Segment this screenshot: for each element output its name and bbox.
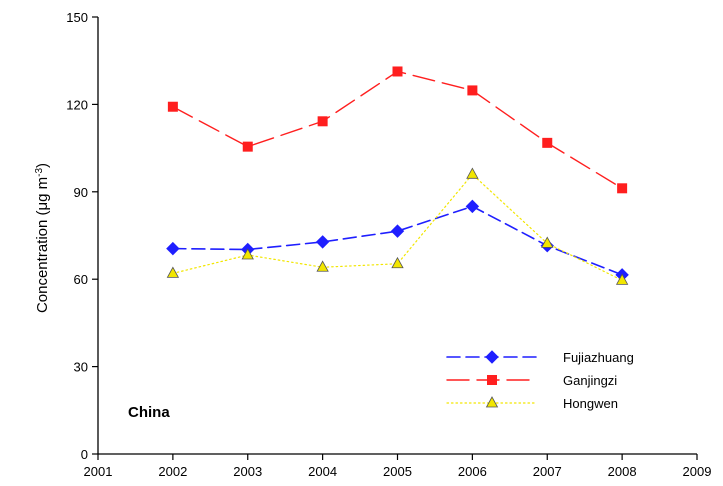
- x-tick-label: 2007: [533, 464, 562, 479]
- x-tick-label: 2005: [383, 464, 412, 479]
- data-point-fujiazhuang: [465, 199, 480, 214]
- data-point-hongwen: [466, 167, 479, 179]
- legend-marker-fujiazhuang: [485, 350, 499, 364]
- y-tick-label: 90: [74, 185, 88, 200]
- annotation-label: China: [128, 404, 170, 421]
- data-point-ganjingzi: [542, 137, 553, 148]
- series-layer: [166, 66, 629, 285]
- data-point-ganjingzi: [242, 141, 253, 152]
- data-point-hongwen: [166, 266, 180, 278]
- y-axis-label: Concentration (μg m-3): [34, 163, 52, 313]
- series-hongwen: [166, 167, 629, 285]
- series-ganjingzi: [167, 66, 628, 194]
- legend-label-fujiazhuang: Fujiazhuang: [563, 350, 634, 365]
- y-tick-label: 0: [81, 447, 88, 462]
- legend-label-ganjingzi: Ganjingzi: [563, 373, 617, 388]
- data-point-hongwen: [391, 256, 404, 269]
- data-point-ganjingzi: [467, 85, 478, 96]
- data-point-fujiazhuang: [315, 235, 330, 249]
- series-fujiazhuang: [166, 199, 629, 282]
- legend-label-hongwen: Hongwen: [563, 396, 618, 411]
- axes: 2001 2002 2003 2004 2005 2006 2007 2008 2009 0 30 6…: [66, 10, 711, 479]
- x-tick-label: 2009: [683, 464, 712, 479]
- series-line-ganjingzi: [172, 70, 623, 190]
- x-tick-label: 2003: [233, 464, 262, 479]
- data-point-hongwen: [541, 236, 554, 248]
- legend-marker-ganjingzi: [487, 375, 497, 385]
- data-point-ganjingzi: [617, 183, 628, 194]
- data-point-ganjingzi: [392, 66, 403, 77]
- y-tick-label: 60: [74, 272, 88, 287]
- y-tick-label: 120: [66, 97, 88, 112]
- x-tick-label: 2001: [84, 464, 113, 479]
- legend-item-hongwen: Hongwen: [446, 396, 618, 411]
- x-tick-label: 2002: [158, 464, 187, 479]
- x-tick-label: 2008: [608, 464, 637, 479]
- x-tick-label: 2006: [458, 464, 487, 479]
- y-tick-label: 150: [66, 10, 88, 25]
- data-point-hongwen: [615, 273, 629, 285]
- data-point-ganjingzi: [167, 101, 178, 112]
- legend-item-fujiazhuang: Fujiazhuang: [446, 350, 634, 365]
- x-tick-label: 2004: [308, 464, 337, 479]
- legend-item-ganjingzi: Ganjingzi: [446, 373, 617, 388]
- data-point-hongwen: [241, 248, 254, 260]
- legend: Fujiazhuang Ganjingzi Hongwen: [446, 350, 634, 411]
- data-point-fujiazhuang: [390, 224, 405, 238]
- legend-marker-hongwen: [485, 396, 499, 408]
- y-tick-label: 30: [74, 360, 88, 375]
- data-point-hongwen: [316, 260, 329, 272]
- data-point-fujiazhuang: [166, 241, 180, 256]
- data-point-ganjingzi: [317, 116, 328, 127]
